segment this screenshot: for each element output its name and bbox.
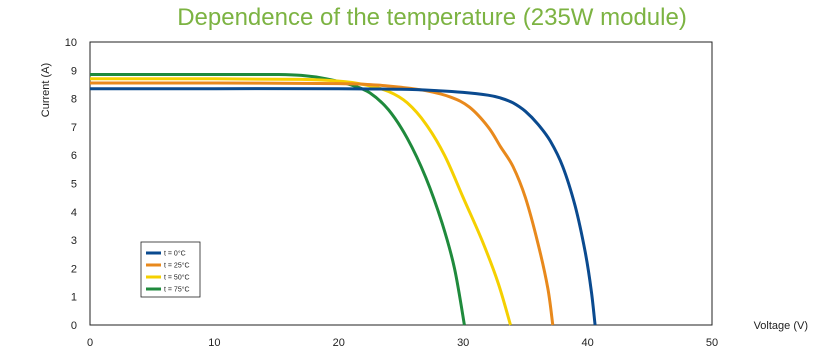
y-tick-label: 8: [71, 94, 77, 106]
y-tick-label: 1: [71, 292, 77, 304]
x-tick-label: 10: [208, 337, 220, 349]
y-tick-label: 5: [71, 179, 77, 191]
x-tick-label: 40: [581, 337, 593, 349]
y-tick-label: 4: [71, 207, 77, 219]
series-line: [89, 81, 555, 326]
legend: t = 0°C t = 25°C t = 50°C t = 75°C: [140, 241, 201, 298]
x-tick-label: 0: [87, 337, 93, 349]
chart-title: Dependence of the temperature (235W modu…: [177, 4, 687, 31]
series-line: [89, 77, 512, 326]
x-tick-label: 50: [706, 337, 718, 349]
axis-ticks: 0 10 20 30 40 50 0 1 2 3 4 5 6 7 8 9 10: [65, 37, 718, 349]
y-tick-label: 6: [71, 150, 77, 162]
series-lines: [89, 72, 597, 326]
y-tick-label: 0: [71, 320, 77, 332]
y-tick-label: 9: [71, 65, 77, 77]
y-tick-label: 7: [71, 122, 77, 134]
y-tick-label: 10: [65, 37, 77, 49]
series-line: [89, 72, 466, 326]
legend-label: t = 75°C: [164, 286, 190, 294]
y-axis-label: Current (A): [40, 63, 52, 117]
x-axis-label: Voltage (V): [754, 320, 808, 332]
y-tick-label: 2: [71, 263, 77, 275]
legend-label: t = 50°C: [164, 274, 190, 282]
y-tick-label: 3: [71, 235, 77, 247]
x-tick-label: 30: [457, 337, 469, 349]
legend-label: t = 25°C: [164, 262, 190, 270]
x-tick-label: 20: [333, 337, 345, 349]
legend-label: t = 0°C: [164, 250, 186, 258]
plot-area-frame: [89, 41, 713, 326]
series-line: [89, 87, 597, 326]
